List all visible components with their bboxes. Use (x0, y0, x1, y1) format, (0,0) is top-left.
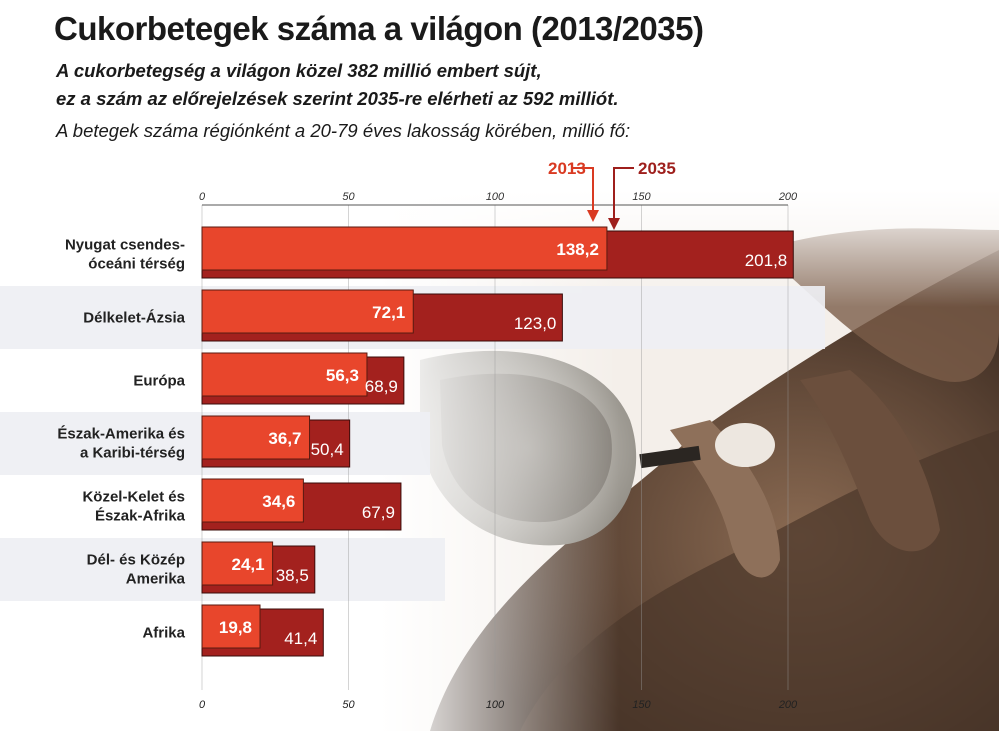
chart-title: Cukorbetegek száma a világon (2013/2035) (54, 10, 704, 47)
legend-2035: 2035 (638, 159, 676, 178)
bar-2013 (201, 604, 261, 649)
legend-arrowhead-2035 (608, 218, 620, 230)
tick-label-bottom: 0 (199, 699, 206, 711)
category-label: Észak-Amerika és (57, 426, 185, 443)
bar-2013 (201, 415, 311, 460)
bar-2013 (201, 289, 414, 334)
tick-label-bottom: 50 (342, 699, 355, 711)
value-label-2013: 56,3 (326, 366, 359, 385)
category-label: Délkelet-Ázsia (83, 310, 185, 327)
value-label-2035: 123,0 (514, 314, 557, 333)
chart-subtitle-line-2: ez a szám az előrejelzések szerint 2035-… (56, 88, 619, 109)
value-label-2013: 36,7 (268, 429, 301, 448)
value-label-2035: 67,9 (362, 503, 395, 522)
chart-unit-note: A betegek száma régiónként a 20-79 éves … (56, 120, 631, 141)
chart-subtitle-line-1: A cukorbetegség a világon közel 382 mill… (56, 60, 542, 81)
category-label: óceáni térség (88, 256, 185, 273)
value-label-2035: 41,4 (284, 629, 317, 648)
category-label: Nyugat csendes- (65, 237, 185, 254)
value-label-2013: 24,1 (232, 555, 265, 574)
tick-label-top: 0 (199, 191, 206, 203)
value-label-2035: 68,9 (365, 377, 398, 396)
bar-2013 (201, 352, 368, 397)
legend-arrow-2035 (613, 167, 634, 220)
tick-label-top: 100 (486, 191, 505, 203)
category-label: Amerika (126, 571, 186, 588)
category-label: Afrika (142, 625, 185, 642)
tick-label-bottom: 100 (486, 699, 505, 711)
value-label-2035: 201,8 (745, 251, 788, 270)
legend-2013: 2013 (548, 159, 586, 178)
category-label: a Karibi-térség (80, 445, 185, 462)
value-label-2013: 138,2 (556, 240, 599, 259)
bar-2013 (201, 541, 274, 586)
category-label: Európa (133, 373, 185, 390)
legend-arrowhead-2013 (587, 210, 599, 222)
value-label-2035: 50,4 (311, 440, 344, 459)
category-label: Dél- és Közép (87, 552, 185, 569)
tick-label-top: 50 (342, 191, 355, 203)
bar-2013 (201, 478, 304, 523)
bar-2013 (201, 226, 608, 271)
tick-label-top: 200 (778, 191, 798, 203)
value-label-2013: 34,6 (262, 492, 295, 511)
tick-label-bottom: 200 (778, 699, 798, 711)
legend-arrow-2013 (572, 167, 594, 212)
value-label-2013: 19,8 (219, 618, 252, 637)
value-label-2013: 72,1 (372, 303, 405, 322)
category-label: Közel-Kelet és (82, 489, 185, 506)
category-label: Észak-Afrika (95, 508, 186, 525)
value-label-2035: 38,5 (276, 566, 309, 585)
tick-label-top: 150 (632, 191, 651, 203)
tick-label-bottom: 150 (632, 699, 651, 711)
